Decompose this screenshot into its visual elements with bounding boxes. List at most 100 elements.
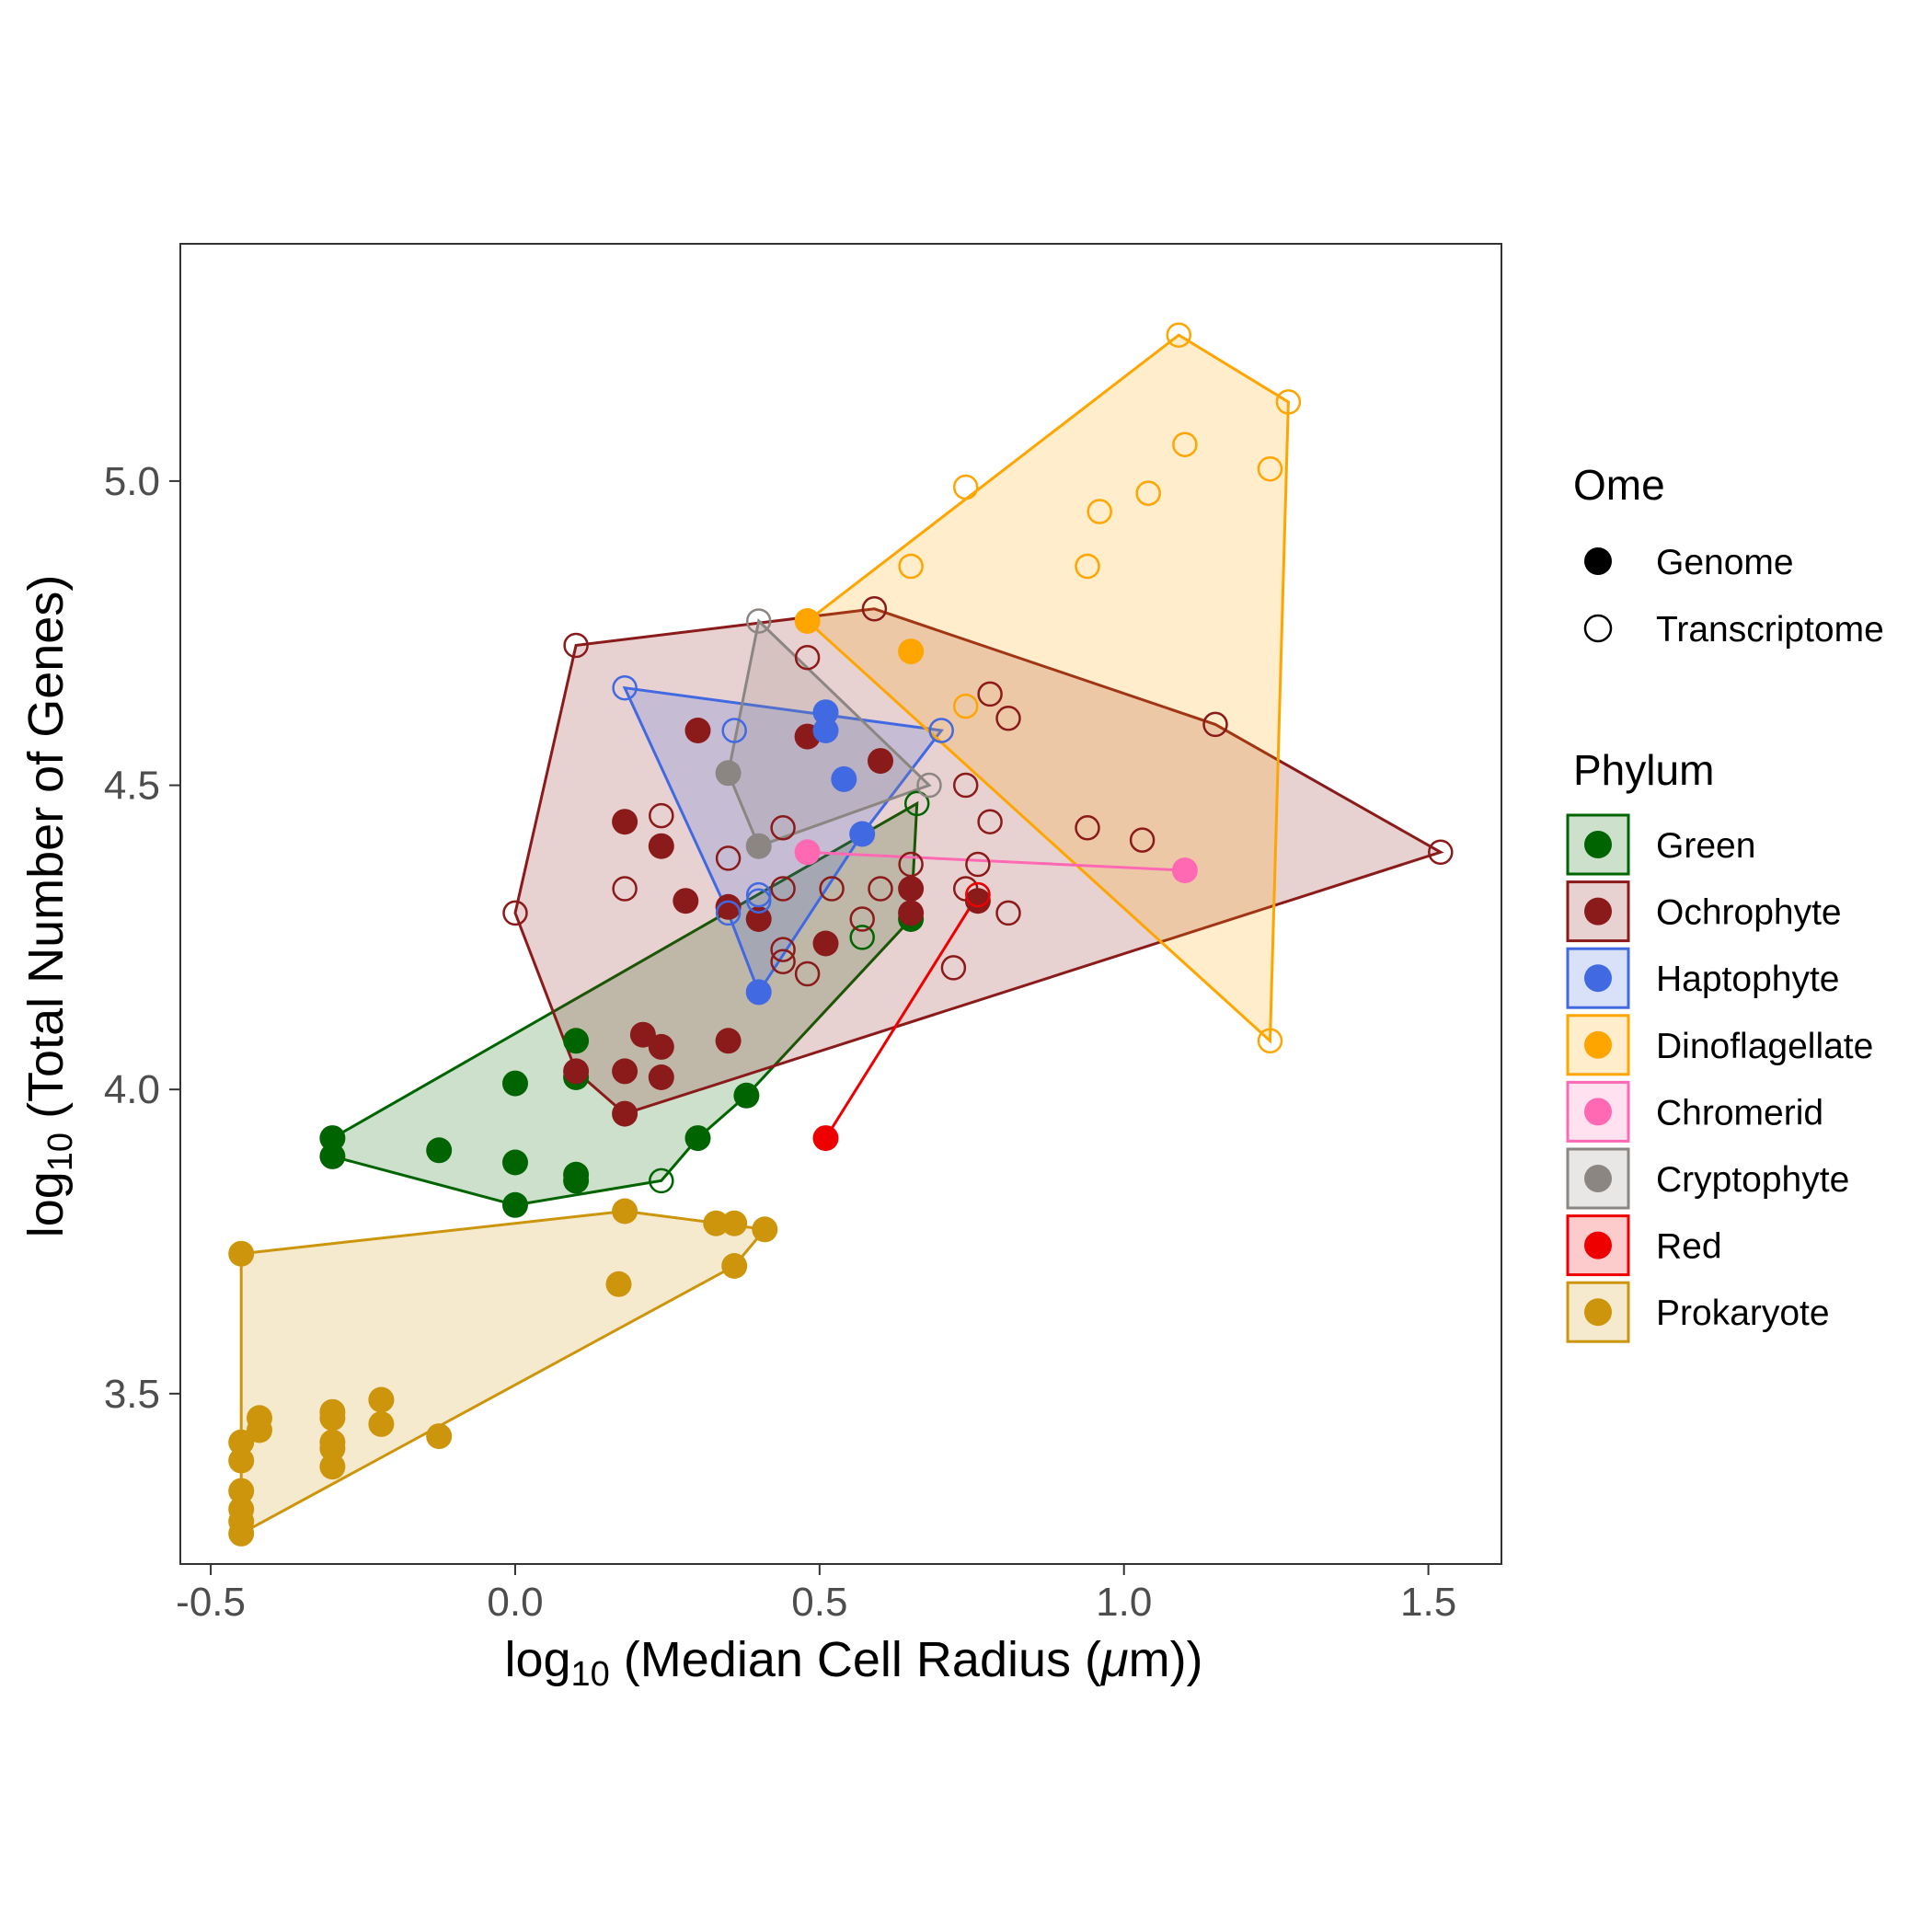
legend-phylum-label-dinoflagellate: Dinoflagellate: [1656, 1027, 1873, 1066]
point-dinoflagellate-transcriptome-3: [1075, 553, 1100, 580]
legend-phylum-marker-chromerid: [1584, 1098, 1612, 1126]
point-ochrophyte-transcriptome-7: [770, 937, 796, 962]
legend-phylum-marker-dinoflagellate: [1584, 1030, 1612, 1059]
x-tick-label-0: -0.5: [176, 1580, 246, 1625]
legend-phylum-marker-red: [1584, 1231, 1612, 1259]
y-tick-label-0: 3.5: [104, 1372, 160, 1417]
legend-phylum-label-chromerid: Chromerid: [1656, 1093, 1823, 1133]
x-tick-label-1: 0.0: [487, 1580, 543, 1625]
point-green-transcriptome-1: [849, 925, 875, 950]
legend-ome-marker-genome: [1584, 547, 1612, 575]
legend-phylum-label-red: Red: [1656, 1227, 1722, 1267]
point-ochrophyte-transcriptome-12: [849, 906, 875, 932]
point-haptophyte-genome-1: [812, 699, 839, 726]
point-ochrophyte-transcriptome-6: [770, 876, 796, 902]
point-ochrophyte-genome-3: [612, 1100, 638, 1127]
point-ochrophyte-transcriptome-24: [995, 900, 1021, 926]
y-tick-label-3: 5.0: [104, 459, 160, 504]
point-haptophyte-transcriptome-1: [721, 718, 747, 743]
point-dinoflagellate-transcriptome-0: [898, 553, 924, 580]
point-ochrophyte-transcriptome-10: [794, 960, 821, 987]
point-ochrophyte-transcriptome-17: [952, 772, 979, 799]
legend-phylum-label-haptophyte: Haptophyte: [1656, 960, 1839, 999]
point-green-genome-10: [684, 1125, 711, 1152]
point-ochrophyte-transcriptome-21: [977, 681, 1003, 707]
point-green-genome-1: [319, 1143, 346, 1169]
point-ochrophyte-genome-9: [684, 718, 711, 743]
point-ochrophyte-transcriptome-9: [794, 644, 821, 671]
points-layer: [228, 322, 1454, 1547]
point-ochrophyte-genome-8: [673, 888, 699, 914]
x-axis-title-mu: μ: [1099, 1632, 1129, 1687]
point-prokaryote-genome-6: [228, 1520, 255, 1547]
point-ochrophyte-transcriptome-0: [502, 900, 528, 926]
point-haptophyte-transcriptome-5: [928, 718, 954, 743]
point-green-transcriptome-0: [649, 1167, 674, 1194]
y-tick-label-2: 4.5: [104, 764, 160, 809]
point-prokaryote-genome-19: [703, 1210, 730, 1236]
point-prokaryote-genome-13: [319, 1454, 346, 1480]
point-green-genome-2: [426, 1137, 453, 1164]
x-tick-label-2: 0.5: [791, 1580, 847, 1625]
point-prokaryote-genome-20: [721, 1210, 748, 1236]
point-ochrophyte-genome-1: [612, 809, 638, 835]
point-ochrophyte-transcriptome-11: [819, 876, 845, 902]
legend-phylum-label-ochrophyte: Ochrophyte: [1656, 893, 1842, 933]
legend-phylum-title: Phylum: [1573, 746, 1714, 794]
point-ochrophyte-transcriptome-1: [563, 632, 589, 659]
point-green-genome-4: [502, 1149, 528, 1176]
y-axis-title: log10 (Total Number of Genes): [18, 575, 80, 1238]
point-ochrophyte-transcriptome-28: [1428, 839, 1454, 866]
point-haptophyte-genome-0: [745, 979, 772, 1006]
point-haptophyte-transcriptome-4: [745, 888, 772, 914]
legend-phylum-marker-prokaryote: [1584, 1298, 1612, 1327]
point-prokaryote-genome-1: [228, 1429, 255, 1455]
point-cryptophyte-transcriptome-0: [745, 608, 772, 634]
x-axis: -0.5 0.0 0.5 1.0 1.5: [176, 1564, 1456, 1625]
legend-phylum-label-green: Green: [1656, 826, 1755, 866]
hull-chromerid: [807, 850, 1185, 872]
point-ochrophyte-transcriptome-5: [770, 815, 796, 841]
point-ochrophyte-transcriptome-23: [995, 706, 1021, 731]
legend-phylum: Phylum Green Ochrophyte Haptophyte Dinoflag…: [1566, 746, 1873, 1343]
point-chromerid-genome-1: [1171, 857, 1198, 884]
point-ochrophyte-genome-2: [612, 1058, 638, 1085]
point-ochrophyte-transcriptome-2: [612, 876, 638, 902]
point-dinoflagellate-transcriptome-8: [1257, 455, 1283, 482]
legend-ome-label-genome: Genome: [1656, 543, 1794, 582]
point-prokaryote-genome-16: [426, 1423, 453, 1450]
point-prokaryote-genome-3: [228, 1478, 255, 1504]
point-dinoflagellate-genome-0: [794, 608, 821, 634]
point-dinoflagellate-transcriptome-9: [1275, 389, 1302, 415]
legend-phylum-marker-cryptophyte: [1584, 1165, 1612, 1192]
point-ochrophyte-transcriptome-27: [1202, 711, 1228, 738]
point-green-transcriptome-2: [903, 790, 930, 817]
point-haptophyte-transcriptome-2: [715, 900, 742, 926]
point-ochrophyte-genome-5: [648, 833, 674, 859]
point-haptophyte-genome-3: [831, 765, 857, 792]
point-ochrophyte-transcriptome-18: [952, 876, 979, 902]
point-dinoflagellate-transcriptome-2: [952, 693, 979, 719]
point-prokaryote-genome-17: [605, 1271, 632, 1297]
point-chromerid-genome-0: [794, 839, 821, 866]
point-green-genome-5: [502, 1191, 528, 1218]
point-ochrophyte-transcriptome-26: [1129, 827, 1156, 853]
point-dinoflagellate-transcriptome-6: [1166, 322, 1192, 348]
y-axis: 3.5 4.0 4.5 5.0: [104, 459, 180, 1417]
point-ochrophyte-transcriptome-25: [1075, 815, 1100, 841]
point-ochrophyte-transcriptome-15: [898, 851, 924, 878]
x-axis-title-unit: m)): [1129, 1632, 1203, 1687]
point-ochrophyte-genome-18: [964, 888, 991, 914]
point-cryptophyte-transcriptome-1: [916, 772, 942, 799]
point-prokaryote-genome-12: [319, 1435, 346, 1462]
point-ochrophyte-transcriptome-8: [770, 949, 796, 975]
x-axis-title-text: (Median Cell Radius (: [610, 1632, 1101, 1687]
legend-phylum-label-prokaryote: Prokaryote: [1656, 1294, 1830, 1333]
point-ochrophyte-genome-11: [715, 1028, 742, 1054]
point-green-genome-0: [319, 1125, 346, 1152]
legend-phylum-marker-haptophyte: [1584, 964, 1612, 993]
legend-ome-label-transcriptome: Transcriptome: [1656, 610, 1884, 650]
point-ochrophyte-genome-12: [745, 906, 772, 932]
point-ochrophyte-transcriptome-4: [715, 845, 742, 871]
